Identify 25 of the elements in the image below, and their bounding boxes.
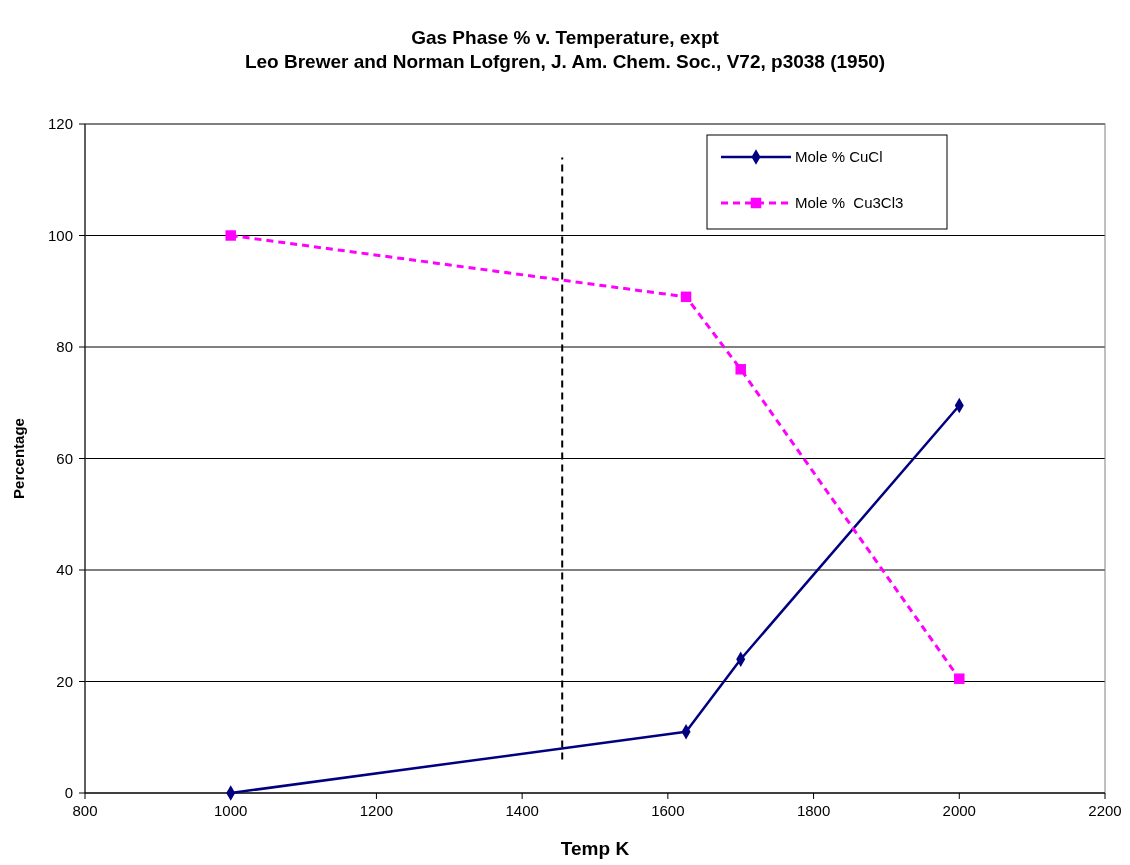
y-axis-title: Percentage (10, 418, 27, 499)
y-tick-label: 60 (56, 449, 73, 467)
x-tick-label: 2000 (942, 802, 976, 819)
x-tick-label: 2200 (1088, 802, 1122, 819)
y-tick-label: 80 (56, 338, 73, 355)
point (225, 230, 236, 241)
x-tick-label: 1400 (505, 802, 539, 819)
legend-label: Mole % Cu3Cl3 (795, 194, 904, 211)
y-tick-label: 0 (64, 784, 73, 801)
x-axis-title: Temp K (560, 838, 630, 859)
y-tick-label: 120 (47, 115, 73, 132)
point (680, 291, 692, 303)
x-tick-label: 1600 (651, 802, 685, 819)
x-tick-label: 1200 (359, 802, 394, 819)
x-tick-label: 800 (72, 802, 98, 819)
chart-subtitle: Leo Brewer and Norman Lofgren, J. Am. Chem. Soc., V72, p3038 (1950) (244, 51, 886, 72)
point (954, 673, 965, 684)
x-tick-label: 1800 (796, 802, 831, 819)
point (735, 364, 746, 375)
chart-title: Gas Phase % v. Temperature, expt (411, 27, 720, 48)
y-tick-label: 40 (56, 561, 73, 578)
y-tick-label: 20 (56, 672, 73, 690)
x-tick-label: 1000 (214, 802, 248, 819)
legend-label: Mole % CuCl (795, 148, 883, 165)
y-tick-label: 100 (47, 226, 73, 244)
